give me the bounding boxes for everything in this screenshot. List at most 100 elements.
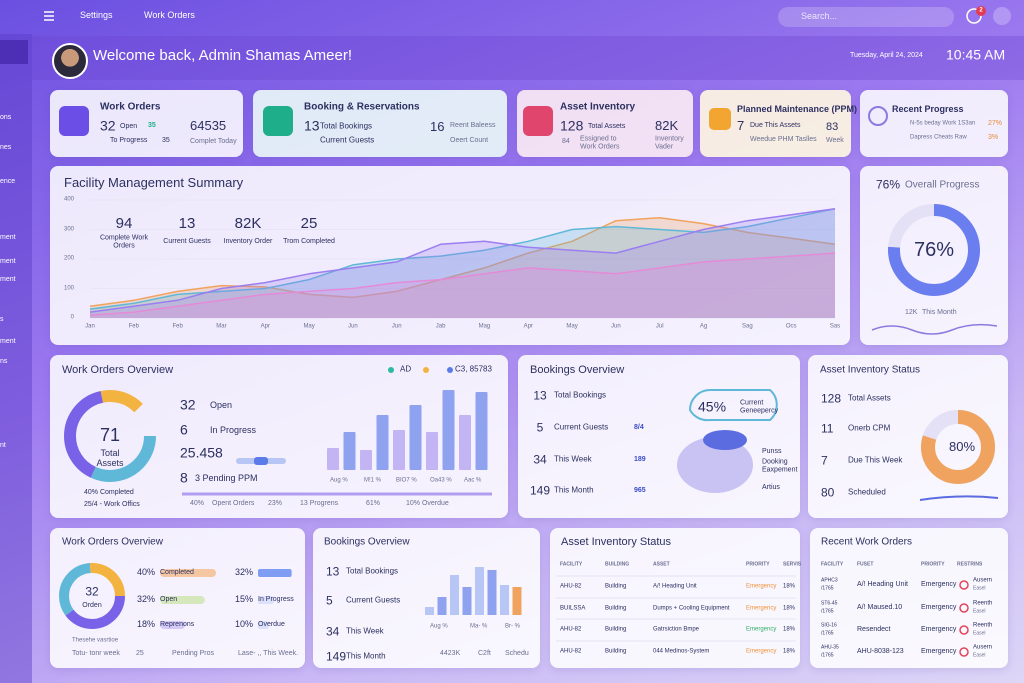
- x-tick-label: Apr: [260, 323, 270, 330]
- text: Reprenons: [160, 621, 195, 629]
- text: A/! Heading Unit: [653, 583, 697, 590]
- text: 13 Progrens: [300, 500, 339, 508]
- bar: [500, 585, 509, 615]
- x-tick-label: Apr: [523, 323, 533, 330]
- donut-ring: [59, 563, 125, 629]
- y-tick-label: 100: [63, 285, 74, 292]
- donut-arc: [888, 204, 980, 296]
- menu-icon[interactable]: [44, 11, 54, 21]
- text: Building: [605, 605, 627, 612]
- progress-card: [860, 166, 1008, 345]
- text: In Progress: [258, 596, 294, 604]
- bar: [437, 597, 447, 615]
- text: 7: [821, 453, 828, 468]
- text: 2: [979, 7, 983, 14]
- text: PRIORITY: [746, 561, 770, 568]
- text: Bookings Overview: [530, 363, 625, 376]
- search-box[interactable]: [778, 7, 954, 27]
- text: 16: [430, 118, 445, 134]
- text: This Week: [346, 626, 384, 636]
- text: 6: [180, 421, 188, 438]
- text: Emergency: [746, 583, 777, 590]
- sidebar-active: [0, 40, 28, 64]
- text: 64535: [190, 117, 227, 133]
- text: 27%: [988, 120, 1003, 128]
- icon: [709, 108, 731, 130]
- bar: [409, 405, 422, 470]
- text: Current Geneepercy: [740, 399, 779, 414]
- text: 4423K: [440, 650, 461, 658]
- text: Complet Today: [190, 138, 237, 146]
- x-tick-label: Mar: [216, 323, 227, 330]
- text: Aug %: [430, 623, 448, 630]
- text: SIG-16: [821, 622, 837, 629]
- text: 71: [99, 425, 121, 446]
- text: Inventory Vader: [655, 135, 684, 150]
- text: RESTRINS: [957, 561, 983, 568]
- x-tick-label: Jun: [611, 323, 621, 330]
- sidebar: [0, 34, 32, 683]
- text: AHU-35: [821, 644, 839, 651]
- text: 128: [560, 117, 584, 134]
- x-tick-label: Feb: [128, 323, 139, 330]
- progress-bar: [160, 596, 205, 604]
- bar: [393, 430, 405, 470]
- x-tick-label: Ocs: [785, 323, 797, 330]
- series-line: [89, 208, 836, 310]
- progress-bar: [258, 621, 269, 629]
- text: Ausern: [973, 577, 993, 584]
- icon: [263, 106, 293, 136]
- menu-item[interactable]: Settings: [80, 10, 113, 21]
- text: 82K: [234, 214, 262, 232]
- text: Building: [605, 626, 627, 633]
- legend-dot: [388, 367, 394, 373]
- icon: [523, 106, 553, 136]
- bar: [462, 587, 472, 615]
- text: Reent Baleess: [450, 122, 496, 130]
- text: AHU-82: [560, 583, 582, 590]
- progress-bar: [258, 596, 274, 604]
- text: Open: [210, 400, 233, 411]
- illustration: [677, 437, 753, 493]
- y-tick-label: 0: [70, 314, 74, 321]
- x-tick-label: Feb: [172, 323, 183, 330]
- text: 149: [326, 649, 347, 664]
- text: /1765: [821, 585, 834, 592]
- status-icon: [959, 603, 969, 613]
- text: 13: [533, 388, 547, 403]
- text: Work Orders: [100, 101, 161, 113]
- text: 10:45 AM: [946, 46, 1006, 63]
- sparkline: [871, 323, 998, 335]
- text: 32%: [137, 594, 156, 605]
- text: 35: [148, 122, 156, 130]
- series-line: [89, 216, 836, 307]
- profile-icon[interactable]: [993, 7, 1011, 25]
- text: 40%: [190, 500, 205, 508]
- text: To Progress: [110, 137, 148, 145]
- y-tick-label: 200: [63, 255, 74, 262]
- kpi-card: [860, 90, 1008, 157]
- menu-item[interactable]: Work Orders: [144, 10, 195, 21]
- y-tick-label: 300: [63, 226, 74, 233]
- progress-bar: [258, 569, 292, 577]
- x-tick-label: Ag: [699, 323, 708, 330]
- text: 82K: [655, 117, 679, 133]
- donut-ring: [64, 390, 156, 482]
- sidebar-item: nes: [0, 144, 12, 152]
- progress-bar: [160, 569, 216, 577]
- area-fill: [90, 208, 835, 318]
- sidebar-item: ment: [0, 276, 16, 284]
- badge-outline: [688, 389, 778, 422]
- text: 61%: [366, 500, 381, 508]
- text: 149: [529, 483, 551, 498]
- donut-ring: [64, 390, 156, 482]
- text: Planned Maintenance (PPM): [737, 104, 858, 115]
- text: Weedue PHM Taslles: [750, 136, 817, 144]
- text: Booking & Reservations: [304, 101, 420, 113]
- text: Total Assets: [588, 123, 626, 131]
- avatar[interactable]: [52, 43, 88, 79]
- text: 32%: [235, 567, 254, 578]
- text: 76%: [876, 177, 901, 192]
- text: 76%: [913, 239, 955, 261]
